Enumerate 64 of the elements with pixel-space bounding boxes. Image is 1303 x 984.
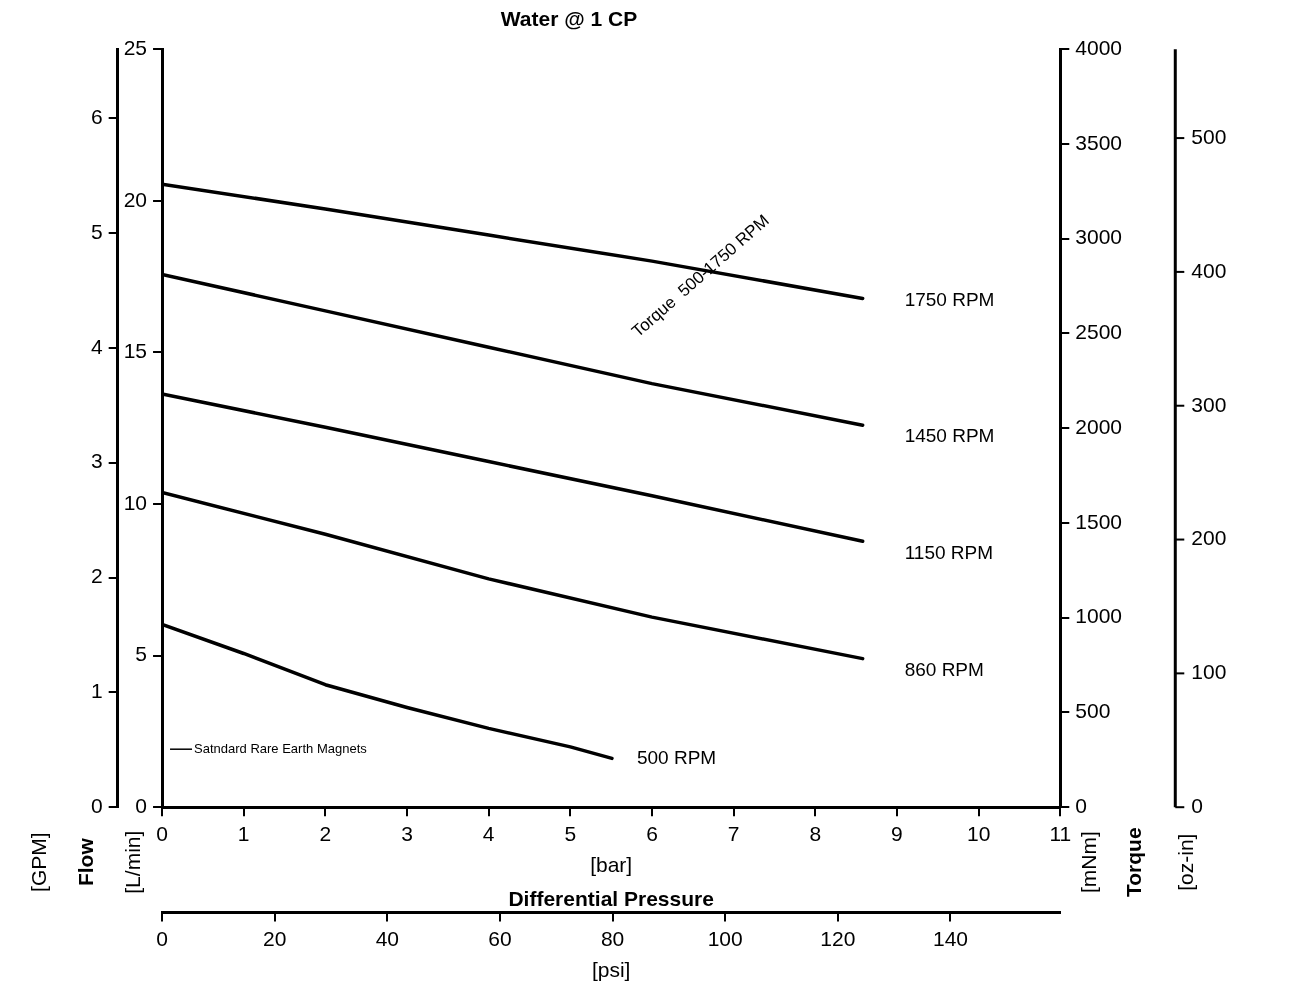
x2-tick-label: 40: [375, 927, 399, 950]
text: Differential Pressure: [508, 886, 714, 910]
y3-tick-label: 1: [90, 679, 103, 703]
y2-tick-label: 4000: [1075, 36, 1122, 59]
x-tick-label: 9: [891, 821, 903, 845]
annotation: Satndard Rare Earth Magnets: [194, 740, 368, 756]
x-tick-label: 6: [646, 821, 658, 845]
text: 400: [1191, 258, 1227, 282]
y2-tick-label: 2500: [1075, 320, 1122, 344]
y-tick-label: 5: [135, 642, 148, 666]
y2-tick-label: 3000: [1075, 225, 1122, 249]
y3-tick-label: 3: [90, 449, 103, 473]
x2-tick-label: 140: [932, 927, 968, 950]
y2-tick-label: 3500: [1075, 130, 1122, 154]
text: 1750 RPM: [904, 288, 995, 310]
text: 860 RPM: [904, 658, 984, 680]
text: 200: [1191, 526, 1227, 550]
x2-axis-title: [psi]: [591, 958, 631, 982]
x-tick-label: 10: [966, 821, 991, 845]
y2-tick-label: 2000: [1075, 415, 1122, 438]
x-axis-title: [bar]: [590, 852, 633, 876]
x2-tick-label: 100: [707, 927, 743, 950]
y-tick-label: 10: [123, 490, 148, 514]
x-tick-label: 3: [401, 821, 413, 845]
y-tick-label: 0: [135, 794, 148, 817]
y2-tick-label: 1500: [1075, 509, 1122, 533]
y-tick-label: 15: [123, 339, 148, 363]
y3-tick-label: 0: [90, 794, 103, 817]
y-axis-title: [L/min]: [120, 830, 144, 894]
x2-tick-label: 60: [488, 927, 512, 950]
y3-tick-label: 6: [90, 104, 103, 128]
text: Torque: [1122, 827, 1146, 897]
x-tick-label: 11: [1049, 821, 1072, 845]
x-tick-label: 1: [237, 821, 250, 845]
y3-axis-title: [GPM]: [26, 832, 50, 892]
text: [oz-in]: [1174, 833, 1198, 891]
text: 1150 RPM: [904, 541, 994, 563]
x2-tick-label: 20: [262, 927, 287, 950]
y3-tick-label: 2: [90, 564, 103, 588]
x2-tick-label: 80: [600, 927, 625, 950]
y2-axis-title: [mNm]: [1077, 831, 1101, 894]
text: 300: [1191, 392, 1227, 416]
y3-tick-label: 5: [90, 219, 103, 243]
y-tick-label: 20: [123, 187, 148, 211]
x-tick-label: 5: [564, 821, 577, 845]
x-tick-label: 2: [319, 821, 332, 845]
x2-tick-label: 120: [820, 927, 856, 950]
text: 500: [1191, 124, 1227, 148]
y2-tick-label: 0: [1075, 794, 1087, 817]
text: 0: [1191, 794, 1203, 817]
x-tick-label: 0: [156, 821, 168, 845]
y3-tick-label: 4: [90, 334, 103, 358]
text: 100: [1191, 660, 1227, 684]
x-tick-label: 7: [727, 821, 740, 845]
y2-tick-label: 1000: [1075, 604, 1122, 628]
text: 1450 RPM: [904, 425, 995, 447]
x-tick-label: 4: [482, 821, 495, 845]
y-tick-label: 25: [123, 36, 148, 59]
x2-tick-label: 0: [156, 927, 168, 950]
text: Flow: [73, 837, 97, 887]
x-tick-label: 8: [809, 821, 822, 845]
chart-title: Water @ 1 CP: [500, 7, 638, 31]
series-label: 500 RPM: [636, 746, 717, 768]
y2-tick-label: 500: [1075, 699, 1111, 723]
